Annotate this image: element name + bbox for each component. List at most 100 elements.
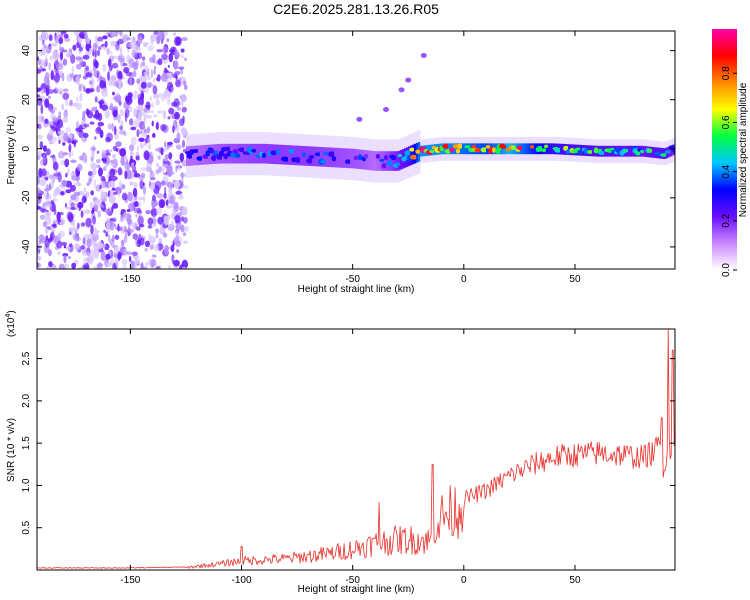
noise-speckle (135, 155, 140, 161)
noise-speckle (39, 141, 44, 150)
noise-speckle (119, 125, 123, 131)
noise-speckle (45, 211, 52, 218)
ridge-cell (615, 148, 622, 153)
noise-speckle (83, 236, 86, 245)
noise-speckle (172, 73, 178, 78)
noise-speckle (62, 92, 70, 100)
noise-speckle (75, 127, 82, 132)
noise-speckle (112, 202, 119, 209)
noise-speckle (125, 71, 132, 77)
noise-speckle (122, 211, 128, 221)
noise-speckle (124, 232, 128, 239)
noise-speckle (37, 175, 40, 185)
noise-speckle (142, 42, 149, 46)
noise-speckle (180, 37, 188, 42)
noise-speckle (182, 115, 185, 124)
ridge-body (345, 148, 349, 169)
noise-speckle (180, 48, 185, 53)
noise-speckle (102, 166, 107, 172)
noise-speckle (170, 87, 175, 91)
ridge-body (378, 151, 381, 171)
noise-speckle (148, 233, 152, 244)
noise-speckle (58, 230, 65, 238)
noise-speckle (135, 213, 138, 218)
y-tick-label: 2.0 (21, 393, 32, 407)
noise-speckle (114, 234, 120, 240)
ridge-cell (485, 145, 491, 149)
noise-speckle (63, 245, 67, 249)
colorbar-ticks: 0.0 0.2 0.4 0.6 0.8 (721, 66, 737, 277)
noise-speckle (37, 193, 43, 199)
noise-speckle (174, 111, 181, 120)
noise-speckle (100, 251, 106, 261)
ridge-cell (224, 146, 232, 152)
x-tick-label: -100 (232, 274, 252, 285)
noise-speckle (150, 68, 154, 78)
noise-speckle (145, 166, 153, 172)
noise-speckle (56, 211, 61, 221)
ridge-cell (577, 149, 583, 155)
noise-speckle (37, 256, 42, 261)
noise-speckle (65, 172, 68, 178)
noise-speckle (86, 238, 92, 248)
noise-speckle (99, 243, 106, 249)
ridge-cell (457, 143, 463, 149)
noise-speckle (52, 218, 59, 225)
noise-speckle (172, 60, 179, 70)
noise-speckle (136, 145, 139, 152)
ridge-body (289, 145, 293, 165)
ridge-body (285, 145, 289, 165)
ridge-body (195, 145, 199, 166)
noise-speckle (162, 109, 167, 120)
noise-speckle (149, 172, 155, 179)
noise-speckle (61, 49, 68, 53)
noise-speckle (129, 75, 133, 86)
noise-speckle (104, 164, 109, 168)
noise-speckle (136, 226, 141, 231)
noise-speckle (94, 204, 99, 213)
noise-speckle (137, 34, 143, 45)
noise-speckle (41, 31, 49, 41)
ridge-body (275, 144, 279, 165)
noise-speckle (165, 204, 173, 209)
ridge-body (325, 147, 329, 167)
noise-speckle (162, 232, 168, 238)
noise-speckle (51, 116, 59, 123)
noise-speckle (45, 85, 51, 91)
noise-speckle (108, 233, 111, 243)
ridge-body (392, 151, 395, 171)
noise-speckle (96, 85, 101, 93)
noise-speckle (176, 167, 182, 171)
noise-speckle (115, 45, 120, 51)
noise-speckle (86, 109, 90, 116)
ridge-body (327, 147, 331, 168)
noise-speckle (124, 170, 128, 180)
noise-speckle (153, 65, 157, 70)
noise-speckle (44, 118, 49, 124)
noise-speckle (152, 94, 160, 99)
noise-speckle (62, 253, 69, 257)
ridge-body (462, 143, 465, 155)
noise-speckle-region (37, 31, 189, 269)
noise-speckle (68, 226, 75, 233)
noise-speckle (52, 197, 58, 202)
noise-speckle (54, 34, 61, 44)
noise-speckle (127, 228, 135, 233)
noise-speckle (173, 179, 181, 189)
noise-speckle (52, 50, 60, 61)
noise-speckle (42, 154, 46, 165)
noise-speckle (80, 245, 85, 250)
noise-speckle (184, 57, 187, 61)
noise-speckle (120, 246, 125, 254)
ridge-body (524, 143, 527, 155)
noise-speckle (167, 116, 171, 120)
noise-speckle (104, 108, 111, 119)
ridge-body (522, 143, 525, 155)
noise-speckle (96, 36, 104, 42)
noise-speckle (59, 51, 64, 61)
noise-speckle (75, 120, 80, 130)
noise-speckle (97, 167, 103, 177)
ridge-body (502, 143, 505, 155)
noise-speckle (60, 191, 65, 196)
noise-speckle (106, 50, 113, 55)
